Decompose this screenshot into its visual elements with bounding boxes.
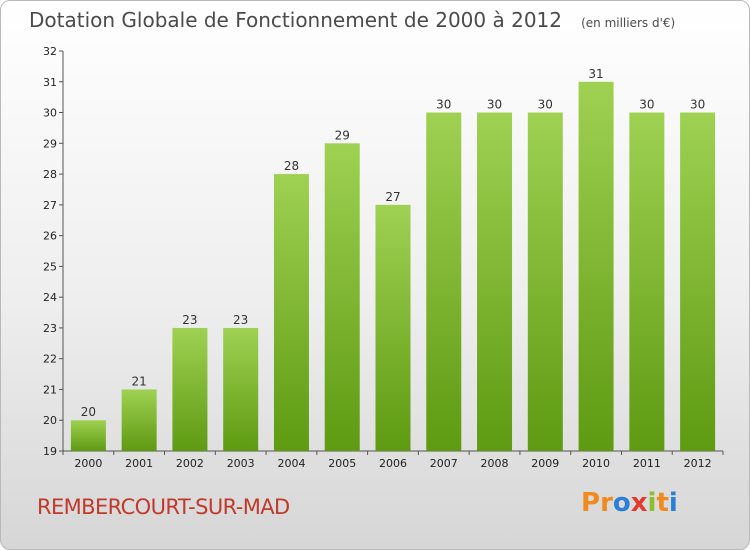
x-tick-label: 2012 [684,457,712,470]
bar [578,81,614,452]
bar [223,327,259,451]
data-label: 30 [639,98,654,112]
y-tick-label: 29 [43,137,57,150]
data-label: 27 [385,190,400,204]
data-label: 30 [538,98,553,112]
data-label: 30 [487,98,502,112]
y-tick-label: 21 [43,383,57,396]
x-tick-label: 2010 [582,457,610,470]
logo-letter: i [647,488,657,518]
data-label: 30 [436,98,451,112]
data-label: 23 [233,313,248,327]
data-label: 21 [132,374,147,388]
proxiti-logo: Proxiti [581,488,678,518]
logo-letter: r [600,488,613,518]
bar [273,174,309,452]
x-tick-label: 2002 [176,457,204,470]
bar [375,204,411,451]
bar [527,112,563,452]
y-tick-label: 19 [43,445,57,458]
y-tick-label: 24 [43,291,57,304]
commune-name: REMBERCOURT-SUR-MAD [37,495,290,519]
x-tick-label: 2007 [430,457,458,470]
data-label: 31 [588,67,603,81]
y-tick-label: 25 [43,260,57,273]
data-label: 30 [690,98,705,112]
y-tick-label: 27 [43,199,57,212]
y-tick-label: 28 [43,168,57,181]
bar [477,112,513,452]
x-tick-label: 2006 [379,457,407,470]
bar [70,420,106,451]
data-label: 23 [182,313,197,327]
logo-letter: x [630,488,648,518]
x-tick-label: 2008 [481,457,509,470]
bar [426,112,462,452]
y-tick-label: 22 [43,353,57,366]
chart-subtitle: (en milliers d'€) [581,16,676,30]
data-label: 29 [335,128,350,142]
x-tick-label: 2003 [227,457,255,470]
x-tick-label: 2001 [125,457,153,470]
data-label: 28 [284,159,299,173]
y-tick-label: 30 [43,107,57,120]
x-tick-label: 2004 [277,457,305,470]
data-label: 20 [81,405,96,419]
bar [324,143,360,452]
y-tick-label: 23 [43,322,57,335]
logo-letter: o [612,488,631,518]
x-tick-label: 2011 [633,457,661,470]
y-tick-label: 20 [43,414,57,427]
y-tick-label: 31 [43,76,57,89]
x-tick-label: 2005 [328,457,356,470]
bar [629,112,665,452]
logo-letter: t [656,488,669,518]
x-tick-label: 2009 [531,457,559,470]
x-tick-label: 2000 [74,457,102,470]
bar [121,389,157,451]
chart-title: Dotation Globale de Fonctionnement de 20… [29,8,562,32]
y-tick-label: 26 [43,230,57,243]
y-tick-label: 32 [43,45,57,58]
bar [680,112,716,452]
logo-letter: P [581,488,601,518]
logo-letter: i [668,488,678,518]
title-row: Dotation Globale de Fonctionnement de 20… [29,8,675,32]
bar [172,327,208,451]
